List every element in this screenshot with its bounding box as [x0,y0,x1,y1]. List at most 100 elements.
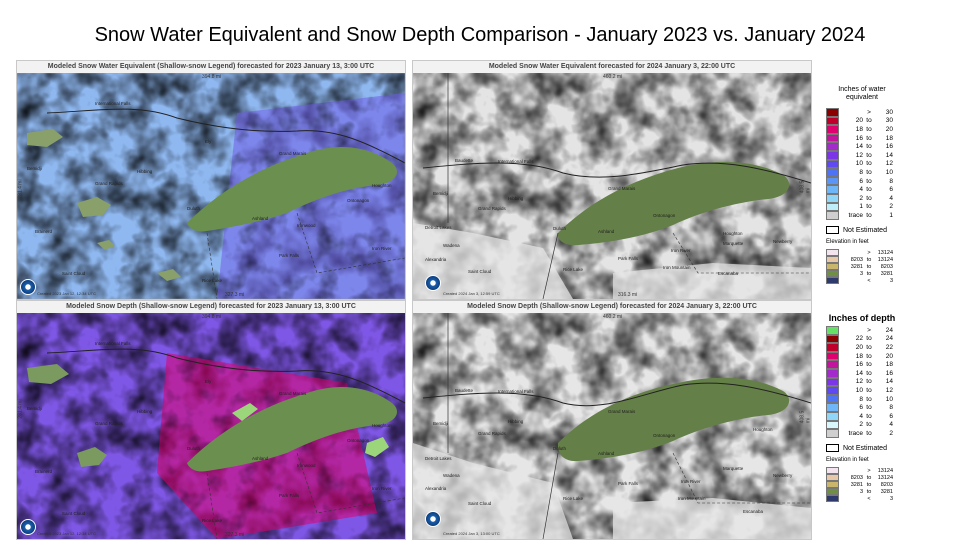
city-label: Ashland [598,229,615,234]
legend-swatch [826,211,839,220]
legend-range-a: trace [848,429,863,437]
city-label: Duluth [553,226,567,231]
legend-swatch [826,176,839,186]
legend-swatch [826,108,839,117]
legend-row: 12 to 14 [826,150,898,160]
legend-range-c: 3281 [880,488,893,495]
legend-range-b: to [866,194,872,202]
scale-side: 408.5 mi [799,410,812,424]
city-label: Ely [205,379,212,384]
city-label: Marquette [723,466,744,471]
city-label: Hibbing [508,419,524,424]
legend-range-a: 3 [859,488,863,495]
legend-range-a: 20 [855,343,863,351]
legend-swatch [826,142,839,151]
legend-not-estimated: Not Estimated [826,225,898,235]
city-label: Duluth [187,446,201,451]
scale-bottom: 327.3 mi [225,292,245,298]
legend-swatch [826,263,839,271]
lake-superior [557,377,790,462]
legend-row: 16 to 18 [826,133,898,143]
legend-swatch [826,150,839,160]
legend-range-b: to [866,474,872,481]
legend-row: >13124 [826,467,898,475]
scale-top: 394.8 mi [202,314,222,320]
legend-range-c: 3 [889,277,893,284]
legend-row: 4 to 6 [826,185,898,194]
legend-range-b: to [866,186,872,194]
legend-range-c: 4 [889,421,893,429]
noaa-logo-icon [425,511,441,527]
city-label: Ontonagon [347,438,370,443]
map-image [413,73,811,299]
legend-range-b: to [866,134,872,142]
legend-label: Not Estimated [843,226,887,234]
city-label: Bemidji [27,166,42,171]
legend-row: 4 to 6 [826,411,898,421]
legend-range-a: 8203 [850,256,863,263]
legend-range-b: > [867,108,871,116]
city-label: Baudette [455,388,474,393]
legend-range-c: 13124 [877,249,893,256]
city-label: Iron River [372,486,392,491]
legend-row: >24 [826,326,898,335]
map-title: Modeled Snow Water Equivalent (Shallow-s… [17,61,405,73]
scale-top: 394.8 mi [202,74,222,80]
legend-row: 18 to 20 [826,125,898,134]
legend-row: 3281 to 8203 [826,263,898,271]
city-label: Park Falls [618,481,639,486]
legend-range-b: to [866,352,872,360]
legend-range-c: 14 [885,151,893,159]
legend-range-c: 8 [889,177,893,185]
city-label: Rice Lake [563,267,584,272]
city-label: Wadena [443,473,460,478]
legend-row: 14 to 16 [826,142,898,151]
legend-range-c: 3281 [880,270,893,277]
legend-range-c: 6 [889,186,893,194]
legend-range-c: 8203 [880,481,893,488]
legend-swatch [826,277,839,285]
legend-swatch [826,334,839,344]
legend-range-a: 12 [855,151,863,159]
legend-range-b: to [866,404,872,412]
legend-range-a [843,496,863,502]
city-label: Houghton [372,423,392,428]
map-image [413,313,811,539]
city-label: Houghton [372,183,392,188]
city-label: Bemidji [433,191,448,196]
city-label: Ontonagon [653,213,676,218]
legend-range-c: 8203 [880,263,893,270]
legend-range-b: < [867,277,871,284]
scale-bottom: 327.3 mi [225,532,245,538]
legend-range-b: to [866,160,872,168]
legend-row: 22 to 24 [826,334,898,344]
created-stamp: Created 2024 Jan 3, 13:00 UTC [443,531,500,536]
map-swe-2023: Modeled Snow Water Equivalent (Shallow-s… [16,60,406,300]
legend-range-b: to [866,369,872,377]
created-stamp: Created 2023 Jan 12, 12:34 UTC [37,531,96,536]
legend-range-c: 3 [889,495,893,502]
legend-range-b: to [866,429,872,437]
city-label: Iron Mountain [663,265,691,270]
legend-range-a: 14 [855,143,863,151]
city-label: Hibbing [137,409,153,414]
legend-swatch [826,443,839,453]
legend-row: trace to 1 [826,211,898,220]
legend-label: Not Estimated [843,444,887,452]
legend-row: 16 to 18 [826,360,898,369]
legend-range-b: to [866,211,872,219]
legend-range-b: to [866,361,872,369]
city-label: Alexandria [425,486,447,491]
city-label: Escanaba [743,509,764,514]
legend-depth: Inches of depth >24 22 to 24 20 to 22 18 to 20 16 t… [826,314,898,503]
legend-row: 6 to 8 [826,176,898,186]
legend-range-a [843,468,863,474]
legend-range-a [843,327,863,334]
legend-range-b: to [866,488,872,495]
legend-range-a: 3281 [850,481,863,488]
legend-range-b: to [866,395,872,403]
legend-range-a: 14 [855,369,863,377]
legend-swatch [826,193,839,203]
legend-range-c: 1 [889,211,893,219]
legend-row: 10 to 12 [826,386,898,395]
